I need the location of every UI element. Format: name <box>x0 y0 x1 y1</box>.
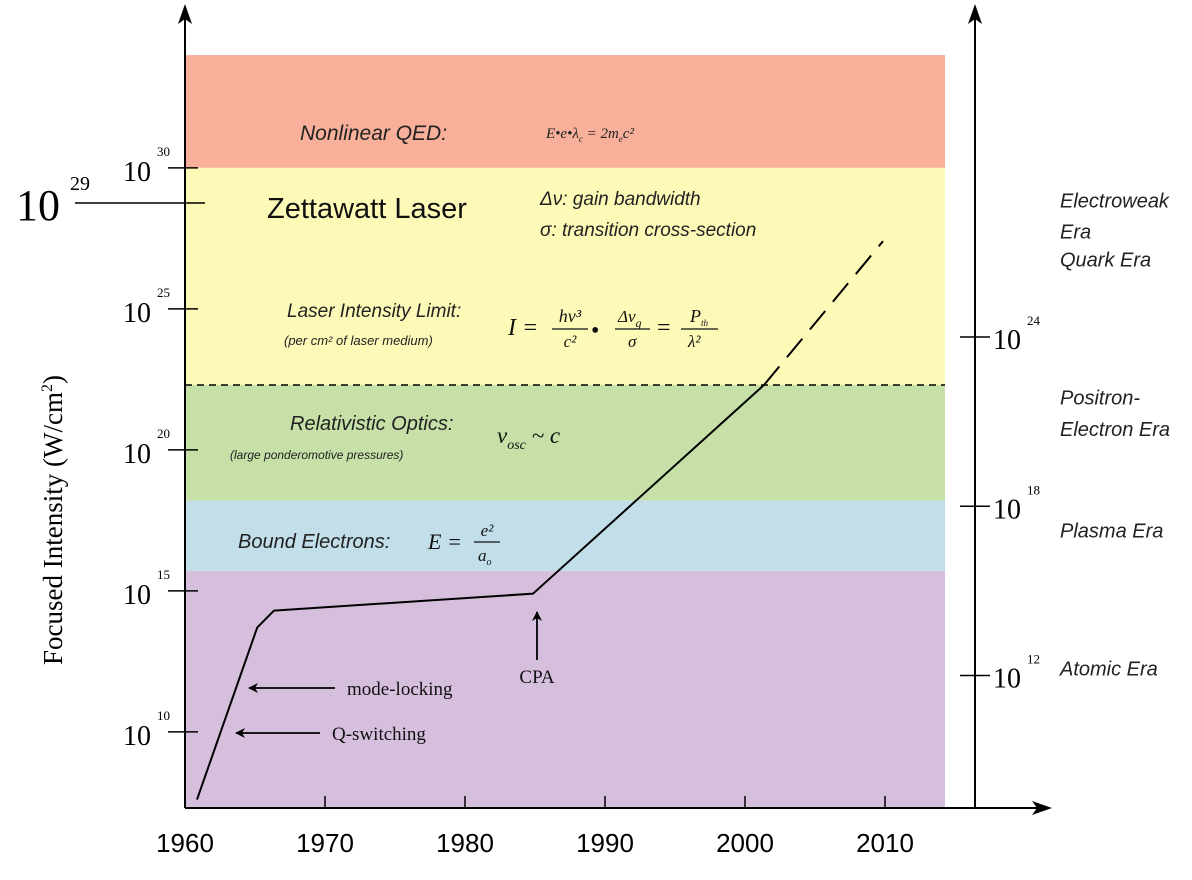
left-tick-exp: 20 <box>157 426 170 441</box>
era-label: Atomic Era <box>1059 658 1158 680</box>
laser-limit-sublabel: (per cm² of laser medium) <box>284 333 433 348</box>
nonlinear-qed-annotation: Nonlinear QED: E•e•λc = 2mec² <box>300 122 634 145</box>
era-label: Quark Era <box>1060 250 1151 272</box>
mode-locking-annotation: mode-locking <box>248 679 453 700</box>
left-tick-exp: 15 <box>157 567 170 582</box>
gain-bandwidth-note: Δν: gain bandwidth <box>539 189 701 210</box>
right-tick-exp: 18 <box>1027 482 1040 497</box>
zettawatt-level-base: 10 <box>16 181 60 230</box>
cross-section-note: σ: transition cross-section <box>540 220 756 241</box>
bound-eq-den: ao <box>478 546 492 568</box>
limit-eq-equals: = <box>657 315 671 341</box>
limit-eq-f2-den: σ <box>628 332 637 351</box>
era-label: Electron Era <box>1060 419 1170 441</box>
x-tick-label: 2000 <box>716 828 774 858</box>
right-tick-exp: 12 <box>1027 651 1040 666</box>
era-labels: Electroweak Era Quark Era Positron- Electron… <box>1059 190 1170 680</box>
right-tick-base: 10 <box>993 663 1021 694</box>
x-tick-label: 1980 <box>436 828 494 858</box>
q-switching-annotation: Q-switching <box>235 724 426 745</box>
cpa-annotation: CPA <box>519 611 555 688</box>
limit-eq-dot: • <box>591 318 599 344</box>
nonlinear-qed-label: Nonlinear QED: <box>300 122 447 145</box>
x-tick-label: 1990 <box>576 828 634 858</box>
y-axis-title: Focused Intensity (W/cm2) <box>38 375 68 665</box>
relativistic-label: Relativistic Optics: <box>290 413 453 435</box>
cpa-label: CPA <box>519 667 554 688</box>
era-label: Plasma Era <box>1060 520 1163 542</box>
x-ticks: 1960 1970 1980 1990 2000 2010 <box>156 796 914 858</box>
right-tick-base: 10 <box>993 494 1021 525</box>
bound-eq-num: e² <box>481 521 495 540</box>
era-label: Era <box>1060 221 1091 243</box>
bound-electrons-label: Bound Electrons: <box>238 531 390 553</box>
mode-locking-label: mode-locking <box>347 679 453 700</box>
bound-eq-lhs: E = <box>427 529 462 554</box>
relativistic-sublabel: (large ponderomotive pressures) <box>230 448 403 462</box>
left-tick-exp: 25 <box>157 285 170 300</box>
left-ticks: 10 10 10 15 10 20 10 25 10 30 <box>123 144 198 752</box>
x-tick-label: 1970 <box>296 828 354 858</box>
laser-intensity-limit-annotation: Laser Intensity Limit: (per cm² of laser… <box>284 301 718 351</box>
intensity-line-projected <box>763 240 884 386</box>
limit-eq-f2-num: Δνg <box>617 307 642 330</box>
relativistic-equation: vosc ~ c <box>497 423 560 453</box>
limit-eq-f1-den: c² <box>564 332 578 351</box>
right-ticks: 10 12 10 18 10 24 <box>960 313 1041 694</box>
intensity-line-solid <box>196 384 765 800</box>
left-tick-base: 10 <box>123 721 151 752</box>
zettawatt-level-marker: 10 29 <box>16 173 205 230</box>
band-relativistic-optics <box>185 385 945 501</box>
zettawatt-level-exp: 29 <box>70 173 90 195</box>
x-axis-arrow <box>1032 801 1052 815</box>
left-tick-exp: 10 <box>157 708 170 723</box>
relativistic-optics-annotation: Relativistic Optics: (large ponderomotiv… <box>230 413 560 462</box>
left-tick-base: 10 <box>123 580 151 611</box>
left-tick-base: 10 <box>123 298 151 329</box>
limit-eq-f3-den: λ² <box>687 332 701 351</box>
nonlinear-qed-equation: E•e•λc = 2mec² <box>545 126 634 144</box>
right-y-axis-arrow <box>968 4 982 24</box>
bound-electrons-annotation: Bound Electrons: E = e² ao <box>238 521 500 568</box>
era-label: Electroweak <box>1060 190 1170 212</box>
band-laser-intensity-limit <box>185 167 945 385</box>
right-tick-exp: 24 <box>1027 313 1041 328</box>
x-tick-label: 1960 <box>156 828 214 858</box>
limit-eq-f1-num: hν³ <box>559 306 582 326</box>
intensity-bands <box>185 55 945 808</box>
q-switching-label: Q-switching <box>332 724 426 745</box>
left-tick-base: 10 <box>123 157 151 188</box>
x-tick-label: 2010 <box>856 828 914 858</box>
intensity-series <box>196 240 884 800</box>
left-y-axis-arrow <box>178 4 192 24</box>
zettawatt-laser-title: Zettawatt Laser <box>267 193 467 225</box>
limit-eq-f3-num: Pth <box>689 306 709 328</box>
band-atomic <box>185 571 945 808</box>
laser-limit-label: Laser Intensity Limit: <box>287 301 461 322</box>
left-tick-base: 10 <box>123 439 151 470</box>
band-bound-electrons <box>185 500 945 572</box>
era-label: Positron- <box>1060 388 1140 410</box>
band-nonlinear-qed <box>185 55 945 168</box>
left-tick-exp: 30 <box>157 144 170 159</box>
limit-eq-lhs: I = <box>507 315 538 341</box>
right-tick-base: 10 <box>993 325 1021 356</box>
